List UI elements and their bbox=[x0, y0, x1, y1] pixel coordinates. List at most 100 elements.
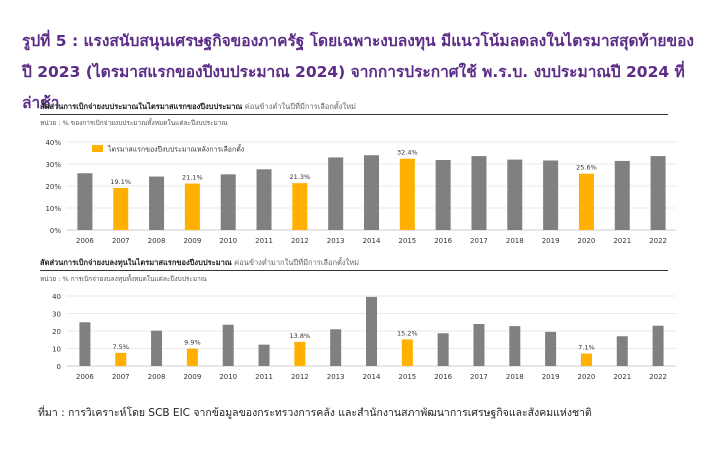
chart1-bar-2007 bbox=[113, 187, 129, 230]
chart1-x-tick-label: 2020 bbox=[578, 237, 596, 245]
chart1-bar-2006 bbox=[77, 173, 93, 230]
chart2-data-label: 7.5% bbox=[112, 343, 129, 351]
chart1-data-label: 21.3% bbox=[290, 173, 311, 181]
chart2-data-label: 15.2% bbox=[397, 329, 418, 337]
chart1-x-tick-label: 2018 bbox=[506, 237, 524, 245]
chart2-bar-2009 bbox=[186, 348, 198, 366]
chart1-x-tick-label: 2015 bbox=[398, 237, 416, 245]
chart1-title: สัดส่วนการเบิกจ่ายงบประมาณในไตรมาสแรกของ… bbox=[40, 102, 243, 111]
source-note: ที่มา : การวิเคราะห์โดย SCB EIC จากข้อมู… bbox=[38, 407, 592, 419]
chart2-y-tick-label: 20 bbox=[52, 328, 61, 336]
chart2-bar-2010 bbox=[222, 324, 234, 366]
chart1-x-tick-label: 2014 bbox=[363, 237, 381, 245]
chart2-x-tick-label: 2008 bbox=[148, 373, 166, 381]
chart1-heading: สัดส่วนการเบิกจ่ายงบประมาณในไตรมาสแรกของ… bbox=[40, 101, 356, 113]
chart2-bar-2006 bbox=[79, 322, 91, 366]
chart2-bar-2022 bbox=[652, 325, 664, 366]
chart2-bar-2011 bbox=[258, 344, 270, 366]
chart2-bar-2014 bbox=[366, 296, 377, 366]
chart1-x-tick-label: 2021 bbox=[613, 237, 631, 245]
chart1-bar-2015 bbox=[399, 158, 415, 230]
chart1-legend-label: ไตรมาสแรกของปีงบประมาณหลังการเลือกตั้ง bbox=[107, 143, 244, 154]
chart1-bar-2022 bbox=[650, 156, 666, 230]
chart2-bar-2013 bbox=[330, 329, 342, 366]
chart1-x-tick-label: 2019 bbox=[542, 237, 560, 245]
chart1-x-tick-label: 2009 bbox=[183, 237, 201, 245]
chart1-bar-2012 bbox=[292, 183, 308, 230]
chart1-bar-2014 bbox=[364, 155, 379, 230]
chart2-x-tick-label: 2014 bbox=[363, 373, 381, 381]
chart2-x-tick-label: 2021 bbox=[613, 373, 631, 381]
chart2-unit-note: หน่วย : % การเบิกจ่ายงบลงทุนทั้งหมดในแต่… bbox=[40, 275, 207, 283]
chart2-subtitle: ค่อนข้างต่ำมากในปีที่มีการเลือกตั้งใหม่ bbox=[234, 258, 360, 267]
chart1-data-label: 25.6% bbox=[576, 164, 597, 172]
chart1-x-tick-label: 2007 bbox=[112, 237, 130, 245]
chart1-x-tick-label: 2012 bbox=[291, 237, 309, 245]
chart1-x-tick-label: 2006 bbox=[76, 237, 94, 245]
chart1-x-tick-label: 2010 bbox=[219, 237, 237, 245]
chart2-bar-2018 bbox=[509, 326, 521, 366]
chart1-y-tick-label: 20% bbox=[45, 183, 61, 191]
chart2-bar-2012 bbox=[294, 341, 306, 366]
chart1-rule bbox=[40, 114, 668, 115]
chart2-y-tick-label: 40 bbox=[52, 293, 61, 301]
chart2-title: สัดส่วนการเบิกจ่ายงบลงทุนในไตรมาสแรกของป… bbox=[40, 258, 232, 267]
chart1-bar-2009 bbox=[184, 183, 200, 230]
chart2-bar-2007 bbox=[115, 352, 127, 366]
chart1-y-tick-label: 30% bbox=[45, 161, 61, 169]
chart2-bar-2021 bbox=[616, 336, 628, 366]
chart1-data-label: 32.4% bbox=[397, 149, 418, 157]
chart1-x-tick-label: 2011 bbox=[255, 237, 273, 245]
chart1-legend-swatch bbox=[92, 145, 103, 152]
chart2-x-tick-label: 2013 bbox=[327, 373, 345, 381]
chart2-bar-2015 bbox=[401, 339, 413, 366]
chart2-bar-2020 bbox=[580, 353, 592, 366]
chart1-subtitle: ค่อนข้างต่ำในปีที่มีการเลือกตั้งใหม่ bbox=[244, 102, 357, 111]
chart2-x-tick-label: 2015 bbox=[398, 373, 416, 381]
chart2-bar-2008 bbox=[151, 330, 163, 366]
chart2-bar-2016 bbox=[437, 333, 449, 366]
chart2-x-tick-label: 2007 bbox=[112, 373, 130, 381]
chart2-x-tick-label: 2019 bbox=[542, 373, 560, 381]
chart2-data-label: 13.8% bbox=[290, 332, 311, 340]
chart2-rule bbox=[40, 270, 668, 271]
chart2-bar-2017 bbox=[473, 324, 485, 366]
chart2-x-tick-label: 2020 bbox=[578, 373, 596, 381]
chart1-bar-2018 bbox=[507, 159, 523, 230]
chart1-bar-2016 bbox=[435, 160, 451, 230]
chart2-x-tick-label: 2006 bbox=[76, 373, 94, 381]
chart2-x-tick-label: 2017 bbox=[470, 373, 488, 381]
chart1-x-tick-label: 2008 bbox=[148, 237, 166, 245]
chart2-x-tick-label: 2016 bbox=[434, 373, 452, 381]
chart1-unit-note: หน่วย : % ของการเบิกจ่ายงบประมาณทั้งหมดใ… bbox=[40, 119, 228, 127]
chart1-x-tick-label: 2013 bbox=[327, 237, 345, 245]
chart1-y-tick-label: 10% bbox=[45, 205, 61, 213]
chart2-x-tick-label: 2009 bbox=[183, 373, 201, 381]
chart1-bar-2017 bbox=[471, 156, 487, 230]
chart2-x-tick-label: 2010 bbox=[219, 373, 237, 381]
chart2-data-label: 7.1% bbox=[578, 344, 595, 352]
chart2-plot: 0 10 20 30 40 2006 7.5% 2007 2008 9.9% 2009 2010 201… bbox=[52, 293, 676, 381]
chart1-data-label: 21.1% bbox=[182, 174, 203, 182]
chart2-x-tick-label: 2012 bbox=[291, 373, 309, 381]
figure-title: รูปที่ 5 : แรงสนับสนุนเศรษฐกิจของภาครัฐ … bbox=[22, 32, 694, 112]
chart1-x-tick-label: 2016 bbox=[434, 237, 452, 245]
chart1-x-tick-label: 2017 bbox=[470, 237, 488, 245]
chart1-bar-2021 bbox=[614, 160, 630, 230]
chart2-y-tick-label: 30 bbox=[52, 311, 61, 319]
chart2-heading: สัดส่วนการเบิกจ่ายงบลงทุนในไตรมาสแรกของป… bbox=[40, 257, 359, 269]
chart1-x-tick-label: 2022 bbox=[649, 237, 667, 245]
chart1-y-tick-label: 40% bbox=[45, 139, 61, 147]
chart1-y-tick-label: 0% bbox=[50, 227, 61, 235]
chart1-bar-2013 bbox=[328, 157, 344, 230]
chart2-data-label: 9.9% bbox=[184, 339, 201, 347]
chart2-x-tick-label: 2022 bbox=[649, 373, 667, 381]
chart1-bar-2010 bbox=[220, 174, 236, 230]
chart2-x-tick-label: 2018 bbox=[506, 373, 524, 381]
chart1-bar-2020 bbox=[578, 173, 594, 230]
chart2-y-tick-label: 10 bbox=[52, 346, 61, 354]
chart2-bar-2019 bbox=[545, 331, 557, 366]
chart1-bar-2019 bbox=[543, 160, 559, 230]
chart2-y-tick-label: 0 bbox=[57, 363, 61, 371]
chart1-bar-2011 bbox=[256, 169, 272, 230]
